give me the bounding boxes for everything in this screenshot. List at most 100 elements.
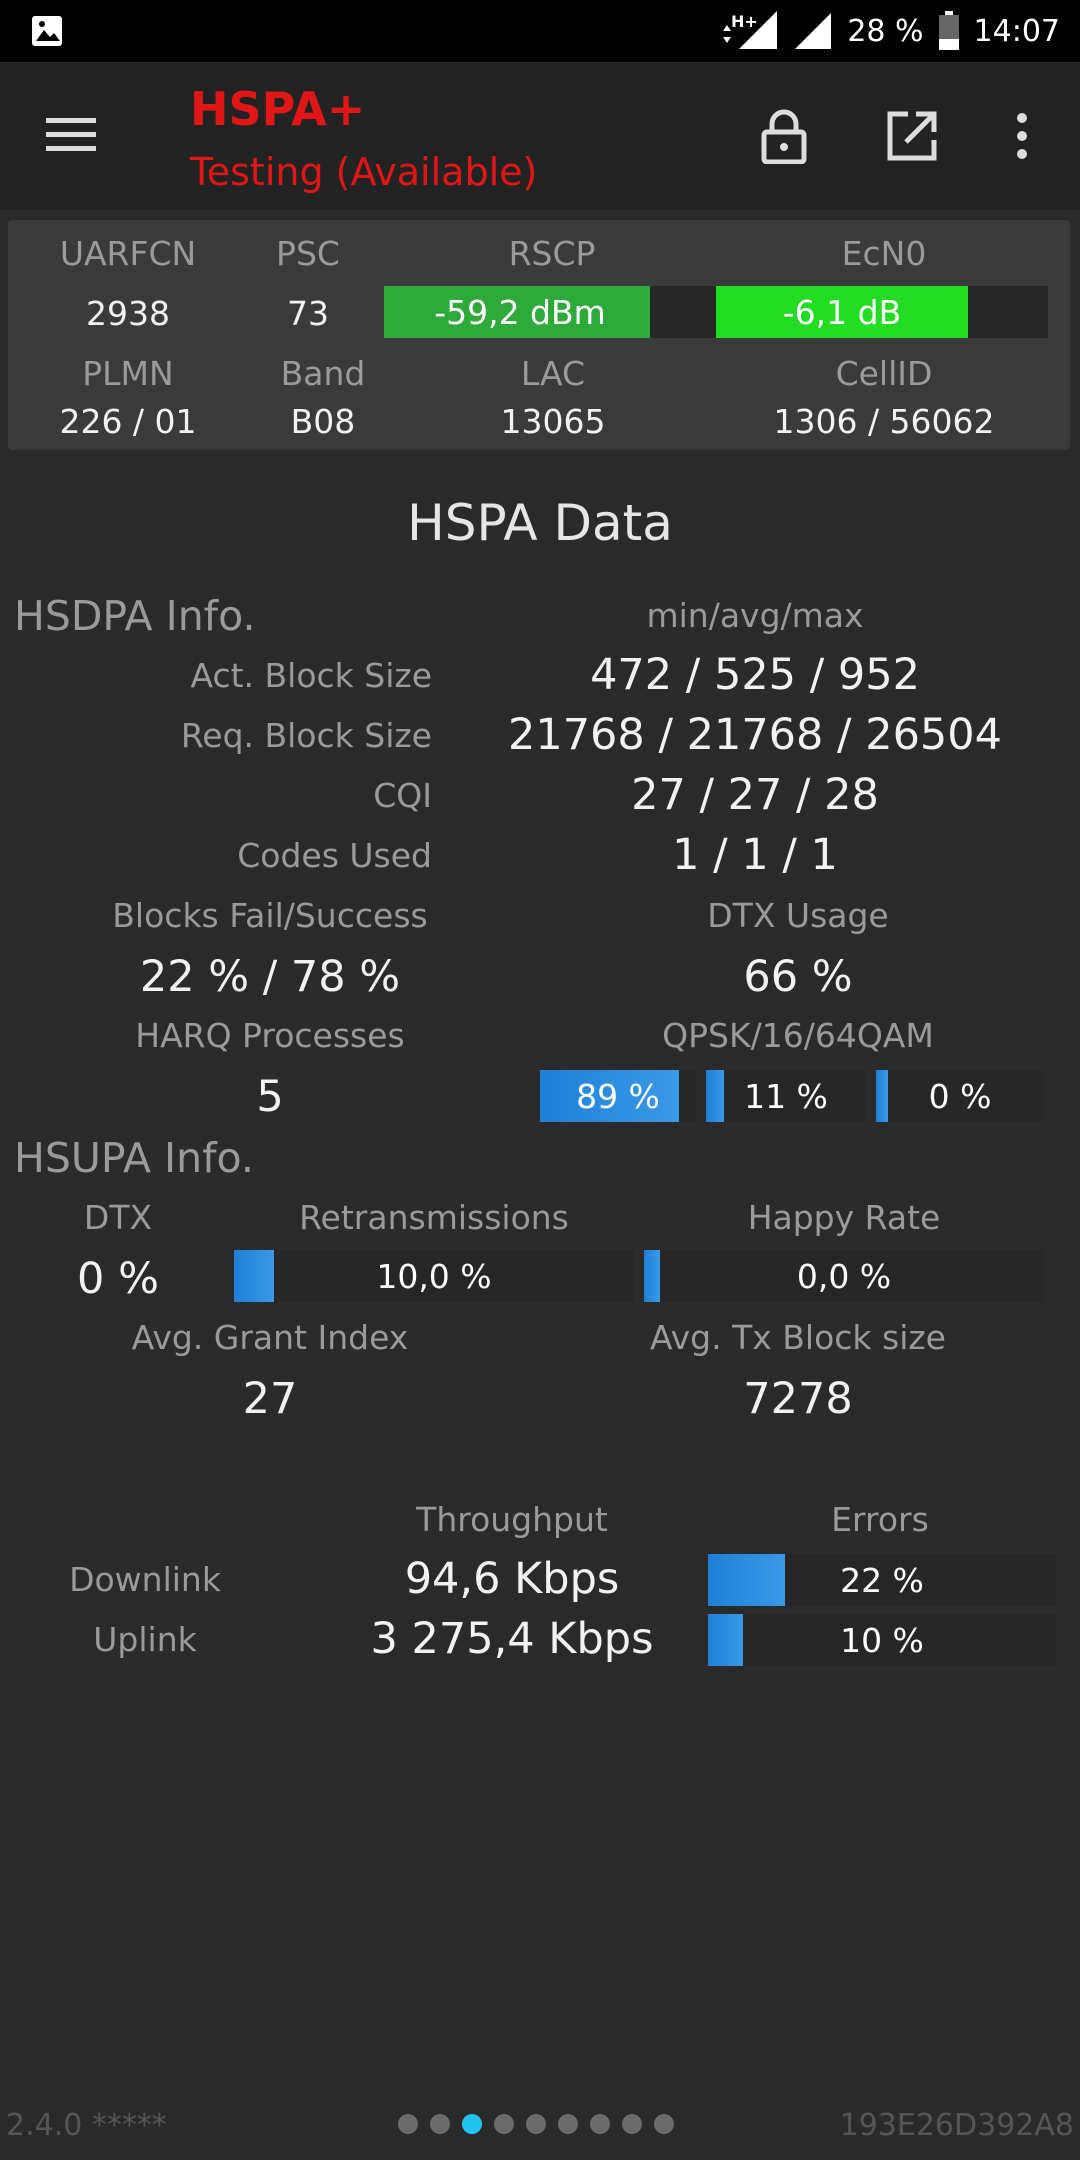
ecn0-bar: -6,1 dB [716, 286, 1048, 338]
act-block-value: 472 / 525 / 952 [590, 650, 920, 700]
ecn0-value: -6,1 dB [782, 292, 902, 332]
version-text: 2.4.0 ***** [6, 2108, 167, 2143]
image-notification-icon [32, 16, 62, 46]
page-dot[interactable] [398, 2114, 418, 2134]
open-external-icon[interactable] [884, 108, 940, 164]
req-block-label: Req. Block Size [180, 716, 432, 755]
happy-label: Happy Rate [747, 1198, 941, 1237]
hsdpa-title: HSDPA Info. [14, 592, 256, 640]
harq-value: 5 [256, 1072, 284, 1122]
harq-label: HARQ Processes [135, 1016, 405, 1055]
cellid-value: 1306 / 56062 [773, 402, 995, 441]
psc-value: 73 [287, 294, 329, 333]
status-icons: H+ 28 % 14:07 [719, 0, 1060, 62]
dtx-usage-value: 66 % [743, 952, 853, 1002]
grant-value: 27 [242, 1374, 298, 1424]
dtx-usage-label: DTX Usage [707, 896, 889, 935]
codes-value: 1 / 1 / 1 [672, 830, 838, 880]
signal-icon [795, 13, 832, 49]
svg-text:H+: H+ [731, 12, 758, 31]
ecn0-bar-fill [716, 286, 969, 338]
app-bar: HSPA+ Testing (Available) [0, 62, 1080, 210]
cell-info-card: UARFCN 2938 PSC 73 RSCP -59,2 dBm EcN0 -… [8, 220, 1070, 450]
lac-value: 13065 [500, 402, 606, 441]
rscp-bar: -59,2 dBm [384, 286, 716, 338]
errors-label: Errors [831, 1500, 929, 1539]
section-heading: HSPA Data [407, 494, 673, 552]
band-value: B08 [290, 402, 356, 441]
downlink-errors-bar: 22 % [708, 1554, 1056, 1606]
page-indicator[interactable] [398, 2114, 674, 2134]
act-block-label: Act. Block Size [190, 656, 432, 695]
uplink-errors-bar-fill [708, 1614, 743, 1666]
rscp-label: RSCP [508, 234, 596, 273]
cellid-label: CellID [835, 354, 933, 393]
downlink-errors-value: 22 % [840, 1560, 924, 1600]
throughput-label: Throughput [416, 1500, 608, 1539]
blocks-value: 22 % / 78 % [139, 952, 401, 1002]
page-dot[interactable] [462, 2114, 482, 2134]
menu-icon[interactable] [46, 115, 96, 155]
lock-icon[interactable] [756, 108, 812, 164]
plmn-value: 226 / 01 [59, 402, 197, 441]
happy-bar-fill [644, 1250, 660, 1302]
uplink-label: Uplink [93, 1620, 197, 1659]
qam64-bar-fill [876, 1070, 888, 1122]
app-title: HSPA+ [190, 82, 366, 136]
page-dot[interactable] [590, 2114, 610, 2134]
qpsk-bar-fill [540, 1070, 679, 1122]
uplink-errors-value: 10 % [840, 1620, 924, 1660]
rscp-value: -59,2 dBm [434, 292, 606, 332]
ecn0-label: EcN0 [841, 234, 927, 273]
qam16-bar-fill [706, 1070, 724, 1122]
downlink-errors-bar-fill [708, 1554, 785, 1606]
retrans-bar-fill [234, 1250, 274, 1302]
clock: 14:07 [973, 13, 1060, 49]
rscp-bar-fill [384, 286, 650, 338]
page-dot[interactable] [526, 2114, 546, 2134]
minavgmax-label: min/avg/max [646, 596, 864, 635]
qam64-value: 0 % [928, 1076, 992, 1116]
page-dot[interactable] [430, 2114, 450, 2134]
qam16-value: 11 % [744, 1076, 828, 1116]
txblock-value: 7278 [743, 1374, 853, 1424]
uarfcn-label: UARFCN [59, 234, 197, 273]
battery-icon [938, 11, 959, 50]
battery-percent: 28 % [847, 13, 924, 49]
app-subtitle: Testing (Available) [190, 150, 538, 194]
qam-label: QPSK/16/64QAM [662, 1016, 934, 1055]
more-options-icon[interactable] [1010, 108, 1034, 164]
plmn-label: PLMN [82, 354, 174, 393]
dtx-value: 0 % [77, 1254, 159, 1304]
page-dot[interactable] [654, 2114, 674, 2134]
blocks-label: Blocks Fail/Success [112, 896, 428, 935]
psc-label: PSC [276, 234, 340, 273]
uplink-value: 3 275,4 Kbps [370, 1614, 654, 1664]
downlink-label: Downlink [69, 1560, 221, 1599]
device-id: 193E26D392A8 [839, 2108, 1074, 2143]
qpsk-bar: 89 % [540, 1070, 696, 1122]
qpsk-value: 89 % [576, 1076, 660, 1116]
happy-bar: 0,0 % [644, 1250, 1044, 1302]
codes-label: Codes Used [237, 836, 432, 875]
retrans-value: 10,0 % [376, 1256, 492, 1296]
uarfcn-value: 2938 [86, 294, 170, 333]
uplink-errors-bar: 10 % [708, 1614, 1056, 1666]
retrans-bar: 10,0 % [234, 1250, 634, 1302]
downlink-value: 94,6 Kbps [404, 1554, 620, 1604]
status-bar: H+ 28 % 14:07 [0, 0, 1080, 62]
cqi-label: CQI [373, 776, 432, 815]
qam64-bar: 0 % [876, 1070, 1044, 1122]
page-dot[interactable] [558, 2114, 578, 2134]
qam16-bar: 11 % [706, 1070, 866, 1122]
cqi-value: 27 / 27 / 28 [631, 770, 879, 820]
network-hplus-icon: H+ [723, 11, 778, 49]
page-dot[interactable] [494, 2114, 514, 2134]
band-label: Band [280, 354, 366, 393]
grant-label: Avg. Grant Index [131, 1318, 409, 1357]
page-dot[interactable] [622, 2114, 642, 2134]
dtx-label: DTX [83, 1198, 153, 1237]
lac-label: LAC [520, 354, 586, 393]
retrans-label: Retransmissions [299, 1198, 569, 1237]
req-block-value: 21768 / 21768 / 26504 [507, 710, 1003, 760]
